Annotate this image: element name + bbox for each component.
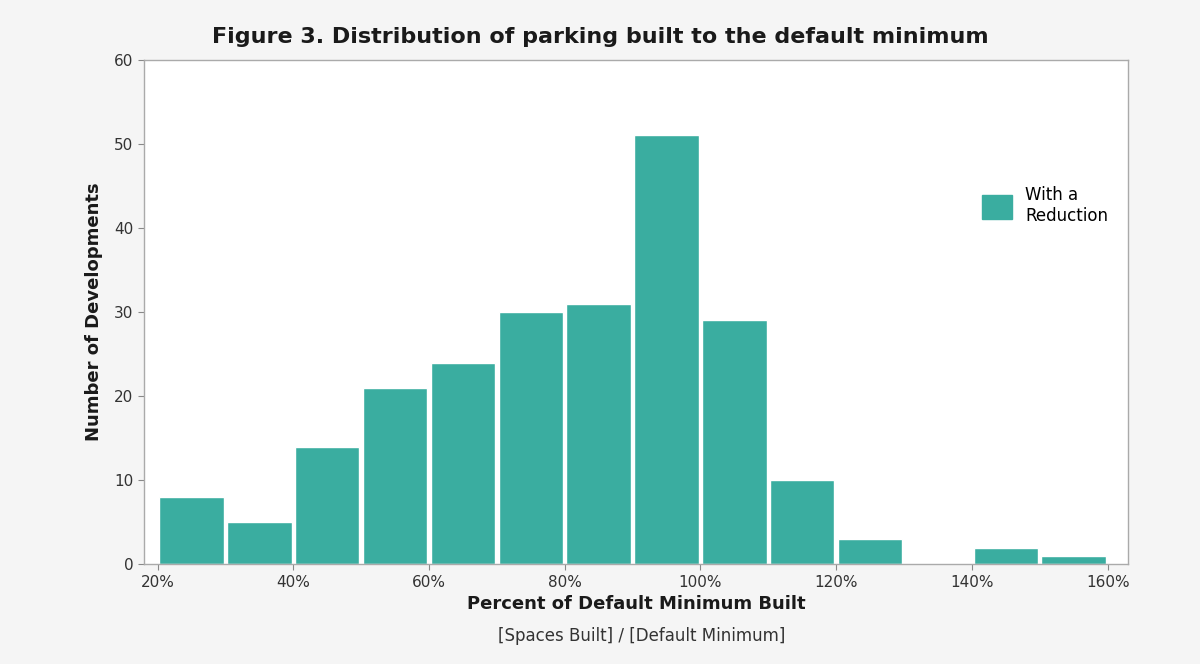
Bar: [566, 303, 631, 564]
Bar: [702, 321, 767, 564]
Bar: [431, 363, 496, 564]
Bar: [295, 447, 360, 564]
Bar: [1042, 556, 1106, 564]
X-axis label: Percent of Default Minimum Built: Percent of Default Minimum Built: [467, 596, 805, 614]
Text: [Spaces Built] / [Default Minimum]: [Spaces Built] / [Default Minimum]: [498, 627, 786, 645]
Y-axis label: Number of Developments: Number of Developments: [85, 183, 103, 442]
Bar: [498, 312, 563, 564]
Bar: [362, 388, 427, 564]
Bar: [973, 548, 1038, 564]
Legend: With a
Reduction: With a Reduction: [976, 179, 1115, 231]
Bar: [635, 135, 698, 564]
Text: Figure 3. Distribution of parking built to the default minimum: Figure 3. Distribution of parking built …: [211, 27, 989, 46]
Bar: [838, 539, 902, 564]
Bar: [227, 523, 292, 564]
Bar: [770, 480, 834, 564]
Bar: [160, 497, 223, 564]
